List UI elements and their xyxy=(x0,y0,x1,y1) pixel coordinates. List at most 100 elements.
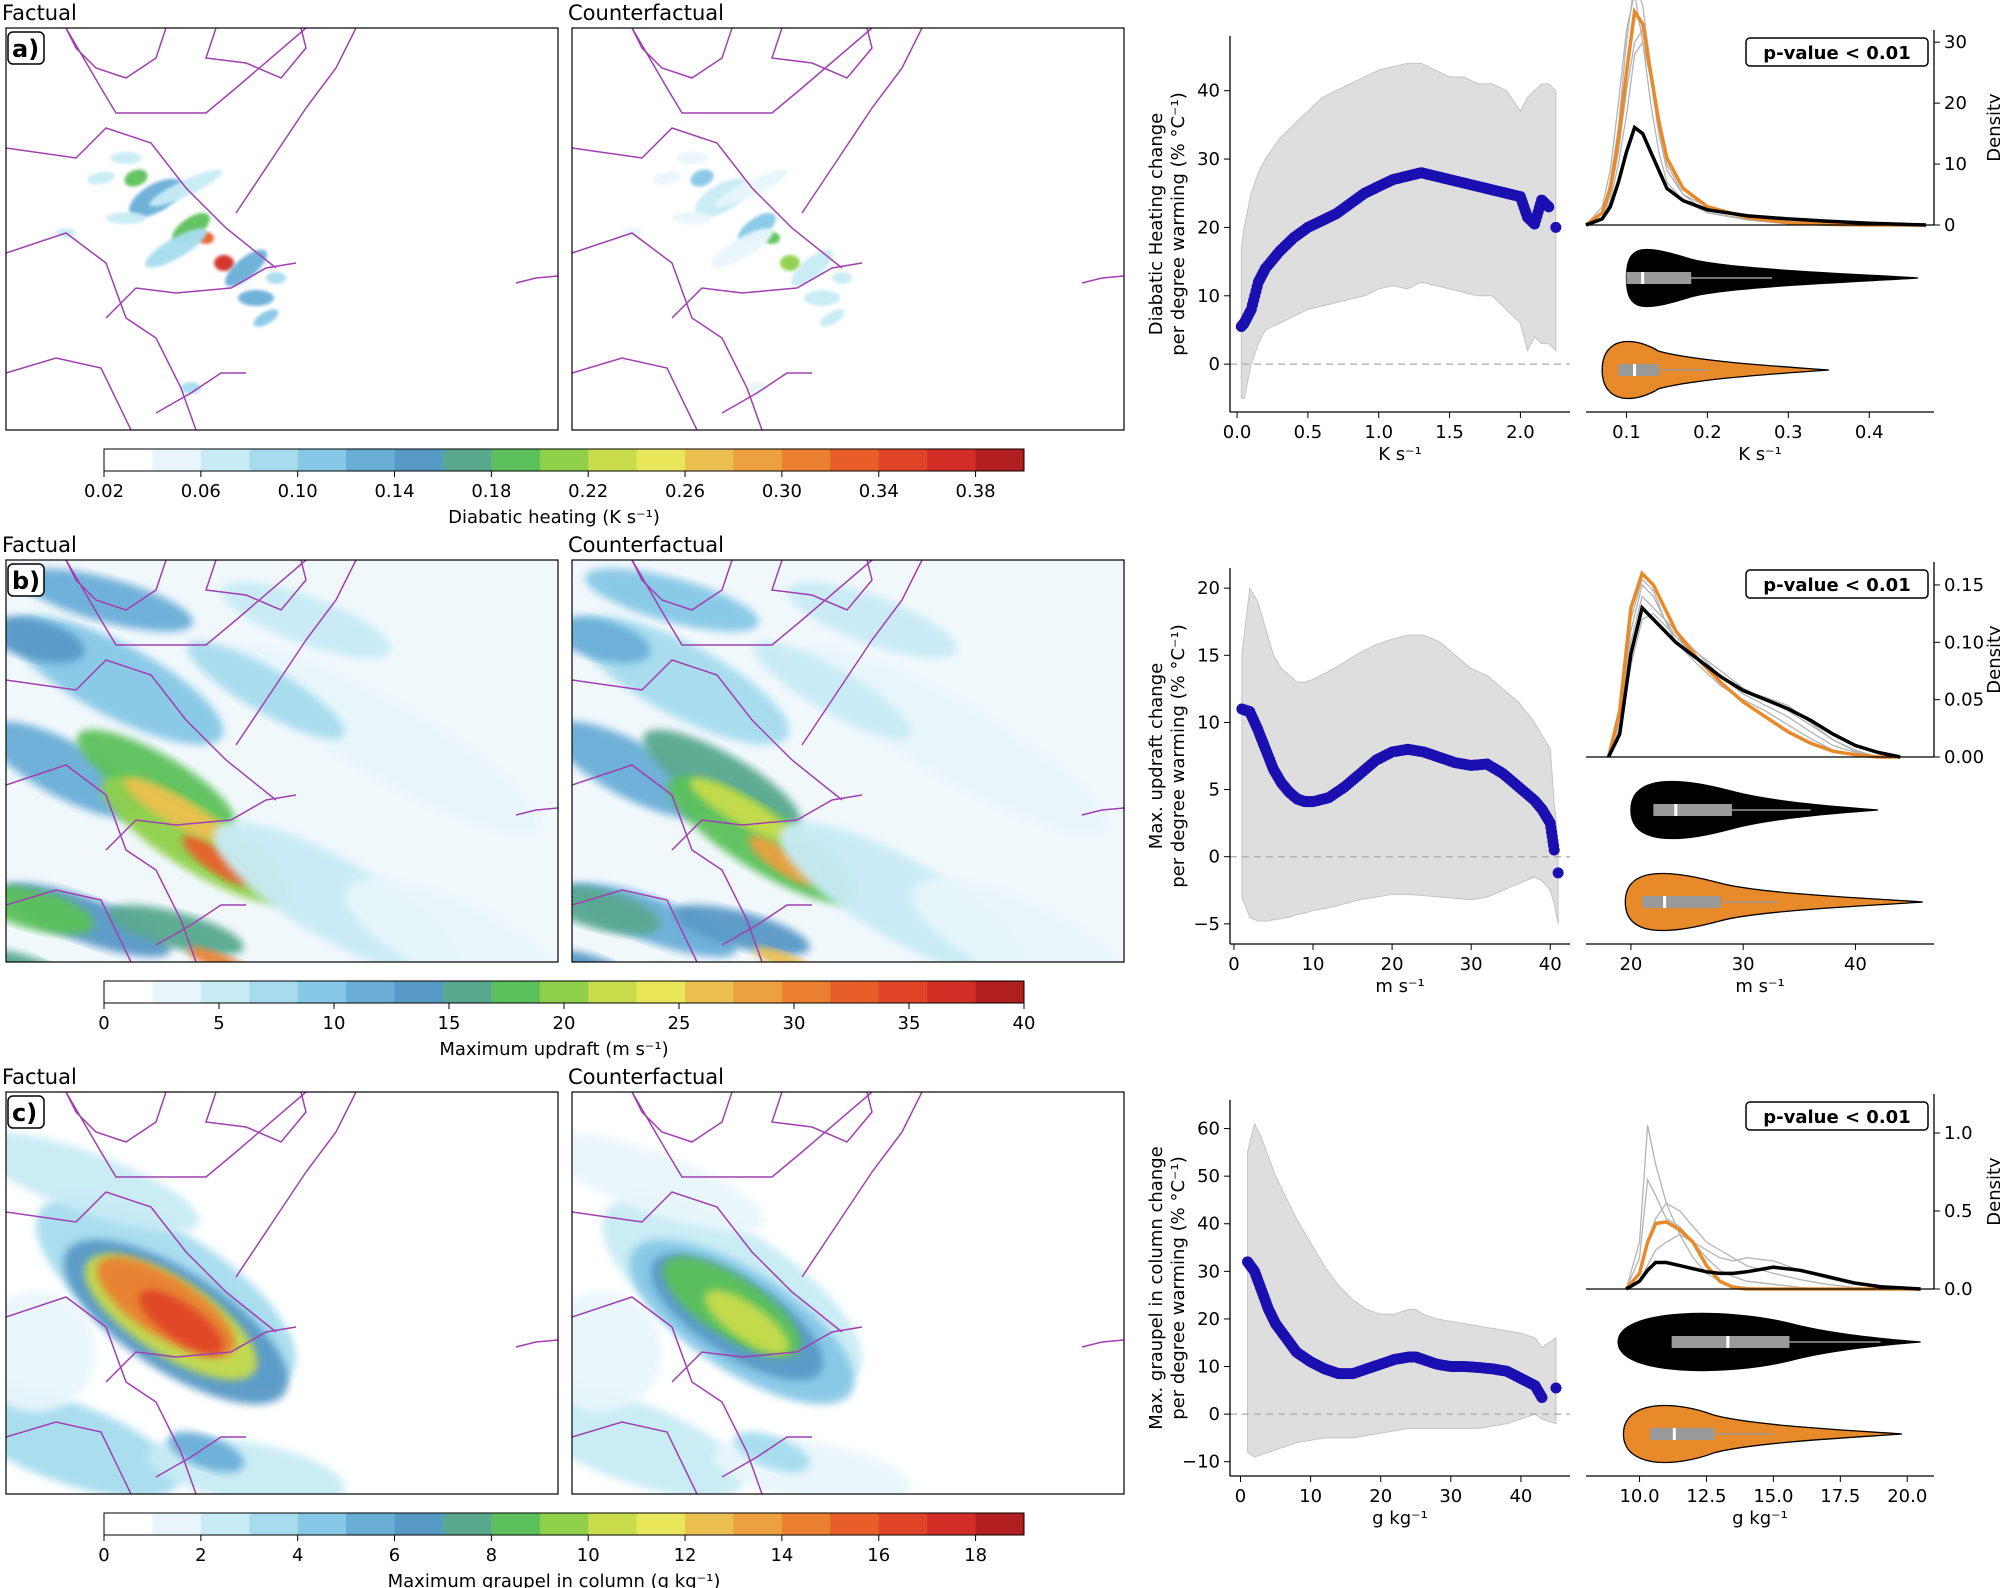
map-boundary-line xyxy=(65,560,167,611)
colorbar-bin xyxy=(781,1513,831,1535)
colorbar-bin xyxy=(152,981,202,1003)
factual-density-line xyxy=(1625,1260,1921,1291)
field-blob xyxy=(6,1386,180,1494)
field-blob xyxy=(653,171,681,185)
chart-layer: 0.0 0.5 1.0 1.5 2.0 0 10 20 30 40 K s⁻¹ Diabatic He… xyxy=(1146,0,2000,1529)
member-density-line xyxy=(1625,1177,1921,1290)
map-boundary-line xyxy=(65,1092,307,1178)
map-title: Factual xyxy=(2,533,77,557)
x-tick-label: 0.5 xyxy=(1294,422,1323,443)
map-boundary-line xyxy=(572,1296,763,1494)
field-blob xyxy=(345,877,558,962)
density-y-label: Density xyxy=(1984,625,2000,694)
map-boundary-line xyxy=(631,28,873,114)
violin-x-tick-label: 0.2 xyxy=(1693,422,1722,443)
field-blob xyxy=(572,1292,662,1412)
colorbar-tick-label: 0 xyxy=(98,1545,109,1566)
map-field xyxy=(6,1092,558,1494)
violin-x-tick-label: 0.1 xyxy=(1612,422,1641,443)
map-boundary-line xyxy=(515,1339,558,1348)
colorbar-bin xyxy=(346,1513,396,1535)
violin-box xyxy=(1650,1428,1715,1440)
x-tick-label: 0 xyxy=(1228,954,1239,975)
x-tick-label: 10 xyxy=(1299,1486,1322,1507)
colorbar: 0 5 10 15 20 25 30 35 40 Maximum updraft (m s⁻¹) xyxy=(98,980,1035,1060)
map-boundary-line xyxy=(105,794,297,851)
map-boundary-line xyxy=(631,1092,873,1178)
map-boundary-line xyxy=(235,1092,357,1278)
map-boundary-line xyxy=(6,889,132,962)
field-blob xyxy=(572,1386,746,1494)
panel-letter-text: b) xyxy=(12,567,40,595)
field-blob xyxy=(18,568,194,632)
violin-x-tick-label: 0.3 xyxy=(1774,422,1803,443)
map-boundary-line xyxy=(6,659,277,801)
field-blob xyxy=(911,877,1124,962)
colorbar-tick-label: 10 xyxy=(323,1013,346,1034)
violin-x-tick-label: 30 xyxy=(1732,954,1755,975)
colorbar-tick-label: 14 xyxy=(770,1545,793,1566)
field-blob xyxy=(672,212,712,224)
density-y-tick-label: 0 xyxy=(1944,215,1955,236)
field-blob xyxy=(123,777,229,843)
colorbar-tick-label: 25 xyxy=(668,1013,691,1034)
counterfactual-map: Counterfactual xyxy=(568,1065,1125,1495)
y-tick-label: 10 xyxy=(1197,1357,1220,1378)
colorbar-label: Diabatic heating (K s⁻¹) xyxy=(448,507,660,528)
colorbar-bin xyxy=(588,449,638,471)
field-blob xyxy=(791,249,833,287)
field-blob xyxy=(572,885,661,935)
density-chart: 0 10 20 30 Density p-value < 0.01 0.1 0.2 0.3 0.4… xyxy=(1584,0,2000,465)
field-blob xyxy=(266,272,286,284)
field-blob xyxy=(572,1132,766,1232)
field-blob xyxy=(819,309,845,327)
y-tick-label: 20 xyxy=(1197,578,1220,599)
colorbar-bin xyxy=(152,449,202,471)
colorbar-bin xyxy=(636,1513,686,1535)
map-boundary-line xyxy=(572,764,763,962)
colorbar-bin xyxy=(781,449,831,471)
panel-letter: c) xyxy=(7,1095,45,1129)
field-blob xyxy=(87,171,115,185)
colorbar-bin xyxy=(878,449,928,471)
map-boundary-line xyxy=(572,1421,698,1494)
density-y-label: Density xyxy=(1984,93,2000,162)
colorbar-tick-label: 0.34 xyxy=(859,481,899,502)
colorbar-tick-label: 30 xyxy=(783,1013,806,1034)
y-axis-label: Diabatic Heating changeper degree warmin… xyxy=(1146,92,1189,356)
map-boundary-line xyxy=(6,232,197,430)
colorbar-bin xyxy=(442,449,492,471)
scatter-chart: 0 10 20 30 40 −10 0 10 20 30 40 50 60 g kg⁻¹ Max. grau… xyxy=(1146,1100,1570,1529)
map-boundary-line xyxy=(6,127,277,269)
colorbar-bin xyxy=(975,981,1025,1003)
factual-map: Factual xyxy=(2,533,559,963)
violin-box xyxy=(1618,364,1659,376)
colorbar-bin xyxy=(927,449,977,471)
field-blob xyxy=(225,249,267,287)
violin-x-label: g kg⁻¹ xyxy=(1732,1508,1788,1529)
density-y-tick-label: 1.0 xyxy=(1944,1123,1973,1144)
map-boundary-line xyxy=(721,904,812,946)
y-tick-label: −10 xyxy=(1182,1452,1220,1473)
map-frame xyxy=(5,1091,559,1495)
field-blob xyxy=(108,904,244,956)
map-frame xyxy=(571,1091,1125,1495)
field-blob xyxy=(6,616,85,664)
panel-letter-text: a) xyxy=(12,35,39,63)
field-blob xyxy=(676,152,708,164)
map-layer: Factual Counterfactual a) Factual Counterfac… xyxy=(2,1,1125,1495)
map-field xyxy=(6,560,558,962)
colorbar: 0 2 4 6 8 10 12 14 16 18 Maximum graupel in column… xyxy=(98,1512,1025,1588)
colorbar-bin xyxy=(491,1513,541,1535)
map-frame xyxy=(571,559,1125,963)
map-boundary-line xyxy=(6,764,197,962)
colorbar-label: Maximum updraft (m s⁻¹) xyxy=(439,1039,668,1060)
pvalue-box xyxy=(1745,37,1929,67)
density-y-label: Density xyxy=(1984,1157,2000,1226)
field-blob xyxy=(106,212,146,224)
map-boundary-line xyxy=(721,372,812,414)
y-tick-label: 60 xyxy=(1197,1119,1220,1140)
colorbar-tick-label: 0.02 xyxy=(84,481,124,502)
colorbar-bin xyxy=(249,449,299,471)
scatter-point xyxy=(1552,867,1564,879)
